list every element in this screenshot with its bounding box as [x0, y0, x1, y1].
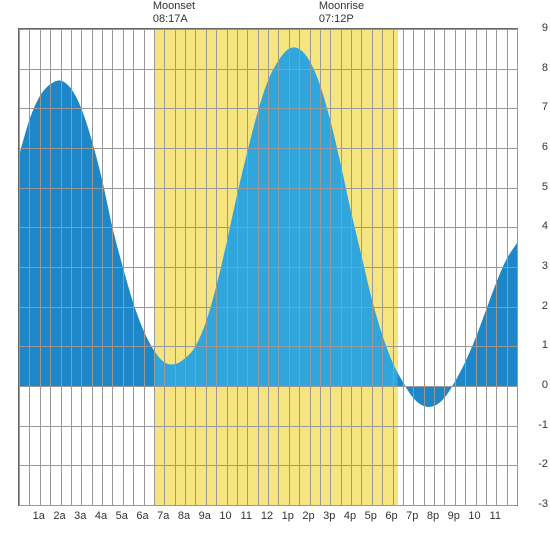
grid-line-v	[164, 29, 165, 505]
grid-line-v	[351, 29, 352, 505]
grid-line-v	[81, 29, 82, 505]
grid-line-v	[144, 29, 145, 505]
grid-line-v	[92, 29, 93, 505]
grid-line-v	[341, 29, 342, 505]
grid-line-v	[465, 29, 466, 505]
x-tick-label: 3a	[74, 510, 86, 522]
y-tick-label: -3	[538, 498, 548, 510]
moonset-label: Moonset 08:17A	[153, 0, 195, 26]
plot-area	[18, 28, 518, 506]
grid-line-v	[133, 29, 134, 505]
x-tick-label: 2p	[302, 510, 314, 522]
grid-line-v	[258, 29, 259, 505]
x-tick-label: 8a	[178, 510, 190, 522]
tide-chart: Moonset 08:17A Moonrise 07:12P -3-2-1012…	[0, 0, 550, 550]
x-tick-label: 10	[468, 510, 480, 522]
grid-line-v	[517, 29, 518, 505]
grid-line-v	[50, 29, 51, 505]
x-tick-label: 5a	[116, 510, 128, 522]
y-tick-label: -2	[538, 458, 548, 470]
x-tick-label: 4a	[95, 510, 107, 522]
x-tick-label: 1a	[33, 510, 45, 522]
grid-line-v	[476, 29, 477, 505]
grid-line-v	[175, 29, 176, 505]
grid-line-v	[444, 29, 445, 505]
x-tick-label: 1p	[282, 510, 294, 522]
grid-line-v	[372, 29, 373, 505]
moonset-title: Moonset	[153, 0, 195, 13]
y-tick-label: 3	[542, 260, 548, 272]
grid-line-v	[102, 29, 103, 505]
grid-line-v	[413, 29, 414, 505]
grid-line-v	[123, 29, 124, 505]
grid-line-v	[320, 29, 321, 505]
x-tick-label: 7p	[406, 510, 418, 522]
grid-line-v	[19, 29, 20, 505]
moonrise-label: Moonrise 07:12P	[319, 0, 364, 26]
grid-line-v	[289, 29, 290, 505]
grid-line-v	[40, 29, 41, 505]
x-tick-label: 12	[261, 510, 273, 522]
y-tick-label: 1	[542, 339, 548, 351]
x-tick-label: 11	[241, 510, 252, 522]
grid-line-v	[195, 29, 196, 505]
grid-line-v	[227, 29, 228, 505]
grid-line-v	[237, 29, 238, 505]
y-tick-label: 6	[542, 141, 548, 153]
grid-line-v	[434, 29, 435, 505]
grid-line-v	[361, 29, 362, 505]
moonrise-time: 07:12P	[319, 13, 364, 26]
grid-line-v	[71, 29, 72, 505]
grid-line-v	[486, 29, 487, 505]
x-tick-label: 2a	[53, 510, 65, 522]
grid-line-h	[19, 505, 517, 506]
grid-line-v	[206, 29, 207, 505]
y-tick-label: 0	[542, 379, 548, 391]
y-tick-label: -1	[538, 419, 548, 431]
x-tick-label: 7a	[157, 510, 169, 522]
grid-line-v	[507, 29, 508, 505]
grid-line-v	[247, 29, 248, 505]
y-tick-label: 4	[542, 220, 548, 232]
grid-line-v	[382, 29, 383, 505]
grid-line-v	[61, 29, 62, 505]
grid-line-v	[216, 29, 217, 505]
grid-line-v	[154, 29, 155, 505]
x-tick-label: 4p	[344, 510, 356, 522]
x-tick-label: 9a	[199, 510, 211, 522]
y-tick-label: 9	[542, 22, 548, 34]
grid-line-v	[403, 29, 404, 505]
grid-line-v	[112, 29, 113, 505]
x-tick-label: 6a	[136, 510, 148, 522]
x-tick-label: 9p	[448, 510, 460, 522]
x-tick-label: 6p	[385, 510, 397, 522]
y-tick-label: 8	[542, 62, 548, 74]
moonrise-title: Moonrise	[319, 0, 364, 13]
grid-line-v	[330, 29, 331, 505]
grid-line-v	[185, 29, 186, 505]
grid-line-v	[496, 29, 497, 505]
x-tick-label: 3p	[323, 510, 335, 522]
y-tick-label: 5	[542, 181, 548, 193]
y-tick-label: 2	[542, 300, 548, 312]
y-tick-label: 7	[542, 101, 548, 113]
x-tick-label: 5p	[365, 510, 377, 522]
grid-line-v	[268, 29, 269, 505]
x-tick-label: 8p	[427, 510, 439, 522]
x-tick-label: 10	[219, 510, 231, 522]
grid-line-v	[455, 29, 456, 505]
grid-line-v	[310, 29, 311, 505]
moonset-time: 08:17A	[153, 13, 195, 26]
grid-line-v	[393, 29, 394, 505]
x-tick-label: 11	[490, 510, 501, 522]
grid-line-v	[299, 29, 300, 505]
grid-line-v	[29, 29, 30, 505]
grid-line-v	[278, 29, 279, 505]
grid-line-v	[424, 29, 425, 505]
